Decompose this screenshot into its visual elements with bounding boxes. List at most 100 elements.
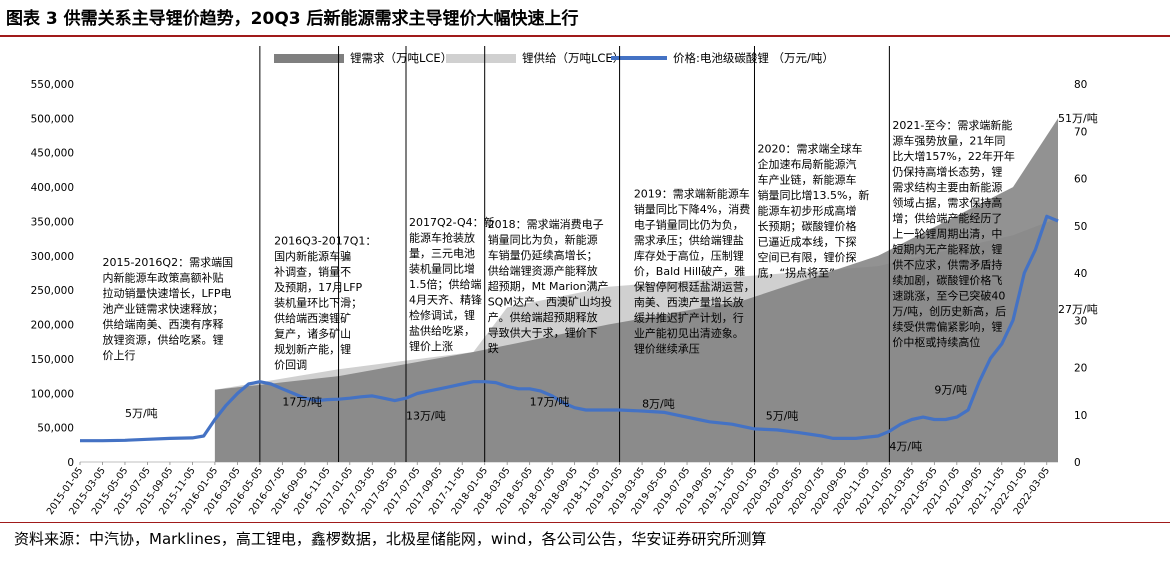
price-label: 9万/吨 bbox=[934, 383, 967, 396]
price-label: 27万/吨 bbox=[1058, 303, 1098, 316]
annotation-line: 缓并推迟扩产计划，行 bbox=[634, 310, 744, 324]
annotation-line: 企加速布局新能源汽 bbox=[757, 157, 856, 171]
legend-label-demand: 锂需求（万吨LCE） bbox=[350, 51, 452, 65]
chart-title: 图表 3 供需关系主导锂价趋势，20Q3 后新能源需求主导锂价大幅快速上行 bbox=[6, 9, 579, 29]
y-right-tick-label: 20 bbox=[1074, 363, 1087, 375]
chart-canvas: 锂需求（万吨LCE） 锂供给（万吨LCE） 价格:电池级碳酸锂 （万元/吨） 0 50,… bbox=[31, 46, 1098, 517]
annotation-line: 检修调试，锂 bbox=[409, 308, 475, 322]
annotation-line: 库存处于高位，压制锂 bbox=[634, 248, 744, 262]
y-left-tick-label: 300,000 bbox=[31, 251, 74, 263]
annotation-line: 车销量仍延续高增长； bbox=[488, 248, 598, 262]
annotation-line: 池产业链需求快速释放； bbox=[102, 301, 223, 315]
annotation-line: 供给端南美、西澳有序释 bbox=[102, 317, 223, 331]
annotation-line: 保智停阿根廷盐湖运营， bbox=[634, 279, 755, 293]
price-line bbox=[80, 214, 1059, 443]
annotation-line: 2020：需求端全球车 bbox=[757, 142, 862, 156]
annotation-line: 能源车初步形成高增 bbox=[757, 204, 856, 218]
annotation-line: 国内新能源车骗 bbox=[274, 249, 351, 263]
annotation-line: 超预期，Mt Marion满产 bbox=[488, 279, 609, 293]
annotation-line: 速跳涨，至今已突破40 bbox=[892, 288, 1005, 302]
annotation-line: 2016Q3-2017Q1： bbox=[274, 235, 376, 248]
annotation-line: 电子销量同比仍为负， bbox=[634, 217, 744, 231]
annotation-line: 2021-至今：需求端新能 bbox=[892, 118, 1012, 132]
y-left-tick-label: 100,000 bbox=[31, 388, 74, 400]
y-left-tick-label: 250,000 bbox=[31, 285, 74, 297]
annotation-line: 量，三元电池 bbox=[409, 247, 475, 260]
annotation-line: 供给端锂资源产能释放 bbox=[488, 264, 598, 278]
annotation-line: 能源车抢装放 bbox=[409, 230, 475, 244]
annotation-line: 需求结构主要由新能源 bbox=[892, 180, 1002, 194]
price-label: 13万/吨 bbox=[406, 409, 446, 422]
y-left-tick-label: 0 bbox=[67, 457, 74, 469]
annotation-line: 拉动销量快速增长，LFP电 bbox=[102, 286, 231, 300]
annotation-line: 锂价继续承压 bbox=[634, 341, 700, 355]
price-label: 17万/吨 bbox=[282, 395, 322, 408]
y-right-tick-label: 40 bbox=[1074, 268, 1087, 280]
annotation-line: 车产业链，新能源车 bbox=[757, 173, 856, 187]
y-right-tick-label: 70 bbox=[1074, 126, 1087, 138]
annotation-line: 南美、西澳产量增长放 bbox=[634, 295, 744, 309]
annotation-line: 万/吨，创历史新高，后 bbox=[892, 304, 1006, 318]
annotation-line: 销量同比为负，新能源 bbox=[488, 233, 598, 247]
annotation-line: 2019：需求端新能源车 bbox=[634, 186, 750, 200]
annotation-line: 价中枢或持续高位 bbox=[892, 335, 980, 349]
annotation-line: 供给端西澳锂矿 bbox=[274, 311, 351, 325]
annotation-line: 产。供给端超预期释放 bbox=[488, 310, 598, 324]
annotation-line: 供不应求，供需矛盾持 bbox=[892, 257, 1002, 271]
price-label: 5万/吨 bbox=[766, 409, 799, 422]
annotation-line: 盐供给吃紧， bbox=[409, 323, 475, 337]
annotation-line: 比大增157%，22年开年 bbox=[892, 149, 1014, 163]
y-left-tick-label: 400,000 bbox=[31, 182, 74, 194]
annotation-line: 锂价上涨 bbox=[409, 339, 453, 353]
title-rule bbox=[0, 35, 1170, 37]
annotation-line: 规划新产能，锂 bbox=[274, 342, 351, 356]
annotation-line: 2018：需求端消费电子 bbox=[488, 217, 604, 231]
annotation-line: 业产能初见出清迹象。 bbox=[634, 326, 744, 340]
y-left-tick-label: 50,000 bbox=[37, 423, 74, 435]
annotation-line: 空间已有限，锂价探 bbox=[757, 250, 856, 264]
annotation-line: 续加剧，碳酸锂价格飞 bbox=[892, 273, 1002, 287]
source-note: 资料来源：中汽协，Marklines，高工锂电，鑫椤数据，北极星储能网，wind… bbox=[14, 530, 767, 548]
annotation-line: 续受供需偏紧影响，锂 bbox=[892, 319, 1002, 333]
annotation-line: 领域占据，需求保持高 bbox=[892, 195, 1002, 209]
annotation-line: 价回调 bbox=[274, 359, 307, 372]
annotation-line: 复产，诸多矿山 bbox=[274, 327, 351, 341]
annotation-line: 源车强势放量，21年同 bbox=[892, 133, 1005, 147]
annotation-line: 仍保持高增长态势，锂 bbox=[892, 164, 1002, 178]
y-left-tick-label: 450,000 bbox=[31, 148, 74, 160]
annotation-line: 价上行 bbox=[102, 349, 135, 362]
price-label: 4万/吨 bbox=[889, 440, 922, 453]
y-right-tick-label: 60 bbox=[1074, 174, 1087, 186]
price-label: 5万/吨 bbox=[125, 407, 158, 420]
annotation-line: 装机量同比增 bbox=[409, 261, 475, 275]
y-left-tick-label: 350,000 bbox=[31, 216, 74, 228]
annotation-line: 销量同比增13.5%，新 bbox=[757, 188, 869, 202]
annotation-line: 跌 bbox=[488, 341, 499, 355]
y-right-tick-label: 80 bbox=[1074, 79, 1087, 91]
bottom-rule bbox=[0, 522, 1170, 523]
annotation-line: 2015-2016Q2：需求端国 bbox=[102, 256, 233, 269]
annotation-line: 及预期，17月LFP bbox=[274, 281, 362, 294]
y-left-tick-label: 150,000 bbox=[31, 354, 74, 366]
y-right-tick-label: 30 bbox=[1074, 315, 1087, 327]
annotation-line: 放锂资源，供给吃紧。锂 bbox=[102, 332, 223, 346]
annotation-line: 4月天齐、精锋 bbox=[409, 292, 482, 306]
y-right-tick-label: 0 bbox=[1074, 457, 1081, 469]
annotation-line: 需求承压；供给端锂盐 bbox=[634, 233, 744, 247]
price-label: 51万/吨 bbox=[1058, 112, 1098, 125]
y-left-tick-label: 550,000 bbox=[31, 79, 74, 91]
annotation-line: 导致供大于求，锂价下 bbox=[488, 326, 598, 340]
annotation-line: 2017Q2-Q4：新 bbox=[409, 215, 495, 229]
legend-label-supply: 锂供给（万吨LCE） bbox=[522, 51, 624, 65]
annotation-line: 补调查，销量不 bbox=[274, 265, 351, 279]
price-label: 17万/吨 bbox=[530, 395, 570, 408]
demand-area bbox=[214, 118, 1058, 463]
annotation-line: 销量同比下降4%，消费 bbox=[634, 202, 750, 216]
y-right-tick-label: 50 bbox=[1074, 221, 1087, 233]
legend-swatch-supply bbox=[446, 54, 516, 63]
annotation-line: 已逼近成本线，下探 bbox=[757, 235, 856, 249]
annotation-line: 底，“拐点将至” bbox=[757, 266, 834, 280]
legend-swatch-demand bbox=[274, 54, 344, 63]
annotation-line: SQM达产、西澳矿山均投 bbox=[488, 295, 612, 309]
annotation-line: 价，Bald Hill破产，雅 bbox=[634, 264, 745, 278]
